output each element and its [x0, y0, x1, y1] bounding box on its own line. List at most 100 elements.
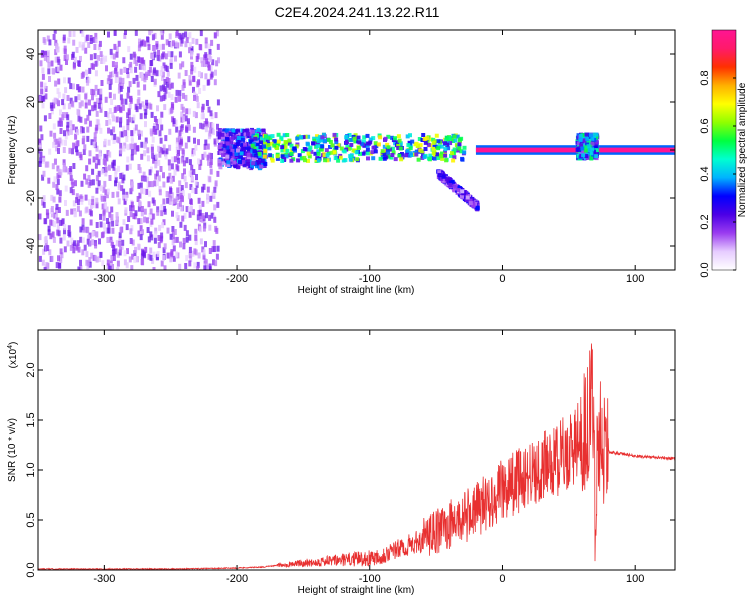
heatmap-cell [68, 31, 72, 37]
heatmap-cell [594, 148, 599, 153]
heatmap-cell [67, 225, 71, 232]
heatmap-cell [233, 130, 238, 134]
heatmap-cell [106, 237, 110, 243]
heatmap-cell [322, 139, 327, 144]
heatmap-cell [241, 146, 245, 151]
heatmap-cell [98, 97, 102, 104]
heatmap-cell [178, 90, 182, 97]
heatmap-cell [111, 220, 115, 227]
heatmap-cell [289, 158, 294, 163]
y-tick-label: 0.5 [25, 512, 37, 527]
heatmap-cell [213, 32, 217, 39]
heatmap-cell [404, 153, 409, 158]
heatmap-cell [172, 245, 176, 252]
heatmap-cell [69, 244, 73, 251]
heatmap-cell [86, 238, 90, 245]
heatmap-cell [208, 130, 212, 137]
heatmap-cell [111, 227, 115, 234]
spectrogram-ylabel: Frequency (Hz) [7, 116, 18, 185]
heatmap-cell [72, 142, 76, 149]
colorbar-tick-label: 0.4 [699, 166, 711, 181]
heatmap-cell [140, 141, 144, 148]
heatmap-cell [177, 135, 181, 142]
colorbar-label: Normalized spectral amplitude [737, 82, 748, 217]
heatmap-cell [134, 124, 138, 131]
heatmap-cell [95, 97, 99, 104]
heatmap-cell [143, 105, 147, 112]
heatmap-cell [125, 164, 129, 171]
heatmap-cell [57, 255, 60, 262]
heatmap-cell [437, 170, 442, 175]
heatmap-cell [319, 138, 323, 143]
heatmap-cell [181, 148, 185, 155]
heatmap-cell [181, 190, 185, 196]
heatmap-cell [97, 44, 101, 51]
heatmap-cell [210, 71, 214, 78]
heatmap-cell [115, 116, 119, 123]
heatmap-cell [390, 146, 395, 151]
heatmap-cell [583, 148, 588, 153]
heatmap-cell [128, 163, 132, 170]
heatmap-cell [228, 151, 233, 156]
heatmap-cell [259, 140, 264, 145]
heatmap-cell [112, 159, 116, 166]
heatmap-cell [365, 151, 370, 156]
heatmap-cell [586, 148, 591, 153]
heatmap-cell [50, 60, 54, 67]
heatmap-cell [122, 194, 126, 201]
heatmap-cell [84, 93, 88, 100]
heatmap-cell [107, 164, 111, 171]
heatmap-cell [104, 170, 108, 177]
heatmap-cell [405, 134, 410, 139]
heatmap-cell [62, 34, 66, 41]
heatmap-cell [213, 204, 217, 211]
heatmap-cell [145, 188, 149, 195]
heatmap-cell [215, 253, 219, 260]
heatmap-cell [393, 157, 398, 162]
heatmap-cell [99, 127, 103, 134]
heatmap-cell [149, 208, 153, 215]
heatmap-cell [70, 178, 74, 185]
spectrogram-y-axis: -40 -20 0 20 40 [25, 48, 675, 254]
heatmap-cell [431, 151, 436, 156]
heatmap-cell [151, 213, 155, 220]
heatmap-cell [84, 118, 88, 125]
heatmap-cell [475, 205, 480, 210]
heatmap-cell [140, 253, 144, 260]
heatmap-cell [112, 126, 116, 133]
heatmap-cell [100, 168, 104, 175]
heatmap-cell [95, 124, 99, 131]
heatmap-cell [39, 151, 43, 158]
heatmap-cell [91, 239, 95, 246]
heatmap-cell [169, 188, 173, 194]
heatmap-cell [211, 59, 215, 66]
snr-xlabel: Height of straight line (km) [298, 585, 415, 596]
heatmap-cell [208, 49, 212, 55]
heatmap-cell [276, 132, 281, 137]
heatmap-cell [165, 76, 169, 83]
heatmap-cell [253, 136, 258, 141]
heatmap-cell [42, 170, 46, 177]
heatmap-cell [129, 228, 133, 235]
heatmap-cell [202, 84, 206, 91]
heatmap-cell [182, 79, 186, 86]
heatmap-cell [451, 158, 456, 163]
heatmap-cell [54, 158, 57, 165]
heatmap-cell [108, 211, 112, 218]
heatmap-cell [433, 144, 438, 149]
heatmap-cell [76, 129, 79, 136]
heatmap-cell [180, 205, 183, 212]
heatmap-cell [236, 136, 241, 140]
heatmap-cell [266, 143, 271, 148]
heatmap-cell [200, 60, 204, 67]
heatmap-cell [460, 194, 464, 199]
heatmap-cell [178, 263, 182, 270]
heatmap-cell [280, 145, 285, 150]
heatmap-cell [109, 71, 113, 78]
heatmap-cell [155, 180, 159, 186]
heatmap-cell [160, 53, 164, 60]
heatmap-cell [280, 148, 285, 153]
heatmap-cell [137, 218, 141, 225]
snr-scale-exponent: 4 [7, 345, 14, 349]
heatmap-cell [77, 115, 81, 122]
